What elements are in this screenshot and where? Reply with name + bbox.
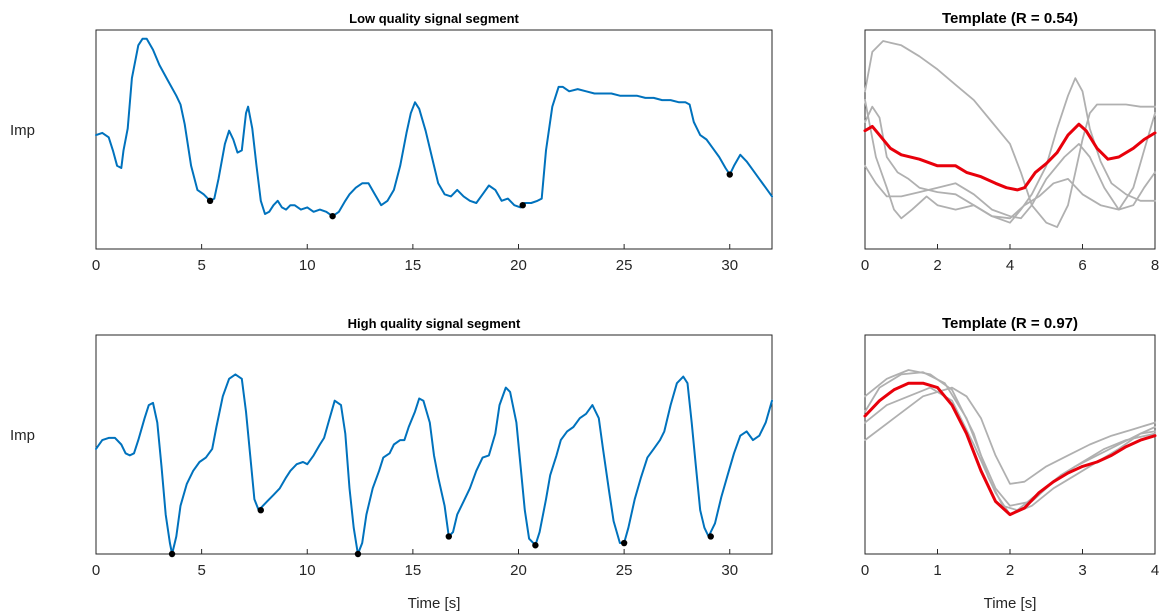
x-tick-label: 0 — [861, 257, 869, 274]
beat-marker — [726, 171, 733, 178]
panel-template-high: Template (R = 0.97) Time [s] 0 1 2 3 4 — [861, 315, 1159, 612]
x-tick-label: 15 — [405, 562, 422, 579]
series-layer — [95, 37, 773, 220]
beat-marker — [329, 212, 336, 220]
x-axis-ticks: 0 5 10 15 20 25 30 — [92, 549, 738, 579]
template-mean-line — [863, 122, 1157, 192]
plot-frame — [95, 334, 773, 555]
x-tick-label: 2 — [933, 257, 941, 274]
x-tick-label: 25 — [616, 562, 633, 579]
series-layer — [863, 40, 1157, 228]
beat-marker — [257, 507, 264, 514]
x-tick-label: 10 — [299, 562, 316, 579]
panel-title: Low quality signal segment — [349, 11, 519, 26]
x-tick-label: 0 — [92, 257, 100, 274]
x-tick-label: 2 — [1006, 562, 1014, 579]
x-axis-ticks: 0 2 4 6 8 — [861, 244, 1159, 274]
x-tick-label: 4 — [1151, 562, 1159, 579]
template-beat-line — [864, 371, 1156, 507]
x-tick-label: 15 — [405, 257, 422, 274]
x-tick-label: 5 — [197, 562, 205, 579]
template-mean-line — [863, 381, 1157, 517]
template-beat-line — [864, 386, 1156, 485]
beat-marker — [354, 550, 362, 558]
panel-title: Template (R = 0.54) — [942, 10, 1078, 27]
x-tick-label: 1 — [933, 562, 941, 579]
beat-marker — [445, 533, 452, 540]
x-tick-label: 20 — [510, 562, 527, 579]
panel-high-quality: High quality signal segment Imp Time [s]… — [10, 316, 773, 612]
template-beat-line — [864, 99, 1156, 220]
beat-marker — [532, 542, 539, 549]
beat-marker — [206, 197, 214, 205]
x-tick-label: 20 — [510, 257, 527, 274]
panel-template-low: Template (R = 0.54) 0 2 4 6 8 — [861, 10, 1159, 274]
x-axis-label: Time [s] — [408, 595, 461, 612]
x-tick-label: 5 — [197, 257, 205, 274]
x-tick-label: 3 — [1078, 562, 1086, 579]
x-tick-label: 0 — [861, 562, 869, 579]
x-tick-label: 25 — [616, 257, 633, 274]
x-axis-ticks: 0 5 10 15 20 25 30 — [92, 244, 738, 274]
beat-marker — [707, 533, 714, 540]
signal-line — [95, 373, 773, 555]
y-axis-label: Imp — [10, 427, 35, 444]
beat-marker — [168, 550, 176, 558]
template-beat-line — [864, 112, 1156, 220]
x-tick-label: 30 — [721, 562, 738, 579]
signal-line — [95, 37, 773, 218]
x-tick-label: 30 — [721, 257, 738, 274]
plot-frame — [95, 29, 773, 250]
panel-title: Template (R = 0.97) — [942, 315, 1078, 332]
x-tick-label: 0 — [92, 562, 100, 579]
x-tick-label: 10 — [299, 257, 316, 274]
x-axis-ticks: 0 1 2 3 4 — [861, 549, 1159, 579]
beat-marker — [519, 202, 526, 209]
plot-frame — [864, 334, 1156, 555]
beat-marker — [620, 539, 628, 547]
x-tick-label: 4 — [1006, 257, 1014, 274]
template-beat-line — [864, 369, 1156, 512]
x-axis-label: Time [s] — [984, 595, 1037, 612]
series-layer — [95, 373, 773, 558]
x-tick-label: 6 — [1078, 257, 1086, 274]
panel-low-quality: Low quality signal segment Imp 0 5 10 15 20 2… — [10, 11, 773, 274]
series-layer — [863, 369, 1157, 517]
template-beat-line — [864, 77, 1156, 224]
y-axis-label: Imp — [10, 122, 35, 139]
panel-title: High quality signal segment — [348, 316, 521, 331]
x-tick-label: 8 — [1151, 257, 1159, 274]
